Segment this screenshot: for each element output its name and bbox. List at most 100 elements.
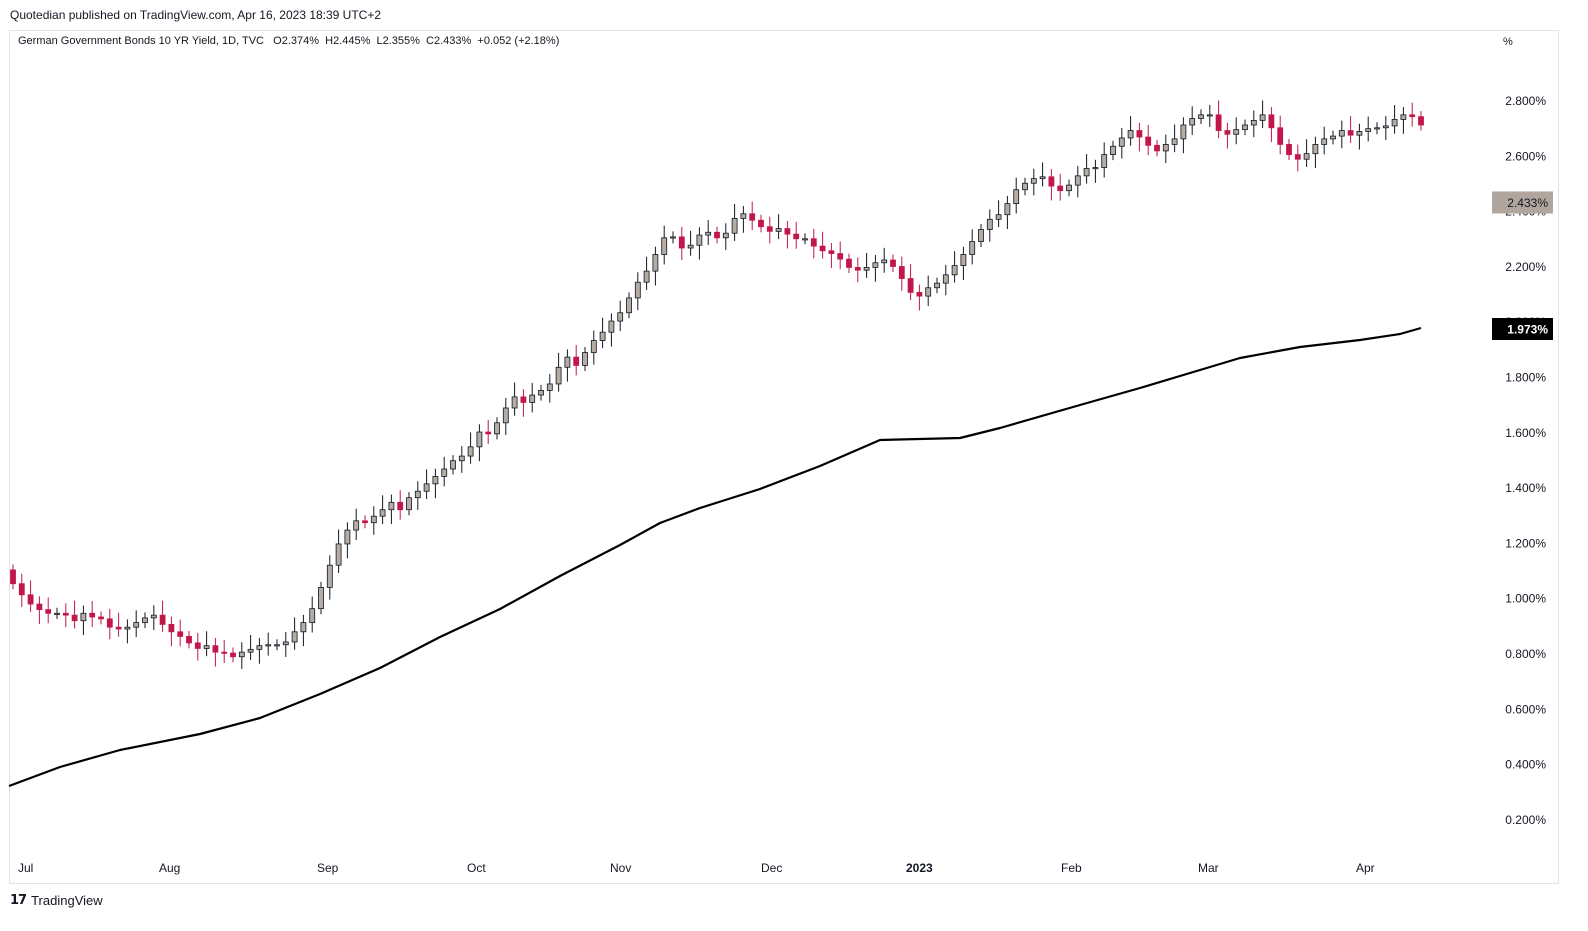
x-tick-label: Sep (317, 861, 339, 875)
candle-body (291, 631, 298, 643)
candle-body (1039, 176, 1046, 180)
candle-body (898, 266, 905, 279)
candle-body (828, 250, 835, 254)
y-tick-label: 2.600% (1505, 149, 1546, 163)
tradingview-logo-icon: 17 (10, 893, 27, 908)
candle-body (740, 213, 747, 219)
candle-body (564, 356, 571, 368)
candle-body (194, 642, 201, 649)
candle-body (1374, 127, 1380, 130)
candle-body (837, 253, 844, 260)
candle-body (238, 651, 245, 658)
candle-body (230, 652, 236, 658)
candle-body (282, 641, 289, 646)
candle-body (749, 213, 756, 221)
candle-body (1136, 130, 1143, 138)
candle-body (159, 614, 166, 625)
y-tick-label: 2.200% (1505, 260, 1546, 274)
candle-body (309, 608, 316, 623)
candle-body (1409, 114, 1416, 118)
candle-body (27, 594, 34, 605)
candle-body (414, 490, 421, 499)
candle-body (907, 278, 914, 293)
candle-body (432, 476, 439, 485)
candle-body (1242, 124, 1248, 131)
y-tick-label: 0.400% (1505, 758, 1546, 772)
candle-body (203, 645, 210, 649)
candle-body (810, 238, 817, 247)
candle-body (1418, 116, 1424, 126)
symbol-legend: German Government Bonds 10 YR Yield, 1D,… (18, 35, 559, 47)
candle-body (62, 612, 69, 616)
candle-body (256, 645, 263, 650)
candle-body (599, 331, 606, 341)
candle-body (1101, 154, 1108, 168)
candle-body (1382, 125, 1389, 129)
candle-body (1127, 130, 1134, 139)
ma-value-badge (1492, 318, 1553, 340)
candle-body (890, 259, 896, 267)
candle-body (1013, 189, 1020, 205)
candle-body (1365, 128, 1372, 132)
candle-body (1206, 114, 1213, 117)
candle-body (1030, 178, 1037, 184)
candle-body (406, 497, 412, 511)
last-price-badge (1492, 191, 1553, 214)
candle-body (978, 229, 984, 242)
candle-body (758, 219, 764, 228)
candle-body (1347, 130, 1354, 136)
ma-value-label: 1.973% (1507, 323, 1548, 337)
candle-body (1294, 154, 1301, 160)
candle-body (379, 509, 386, 517)
candle-body (1303, 153, 1310, 160)
candle-body (793, 233, 800, 240)
candle-body (1022, 182, 1028, 191)
candle-body (608, 320, 615, 333)
candle-body (872, 262, 879, 268)
candle-body (124, 626, 131, 630)
y-tick-label: 0.600% (1505, 702, 1546, 716)
y-tick-label: 1.800% (1505, 371, 1546, 385)
brand-name: TradingView (31, 893, 103, 908)
candle-body (731, 218, 738, 234)
y-tick-label: 2.800% (1505, 94, 1546, 108)
candle-body (722, 232, 729, 239)
candle-body (502, 407, 509, 424)
candle-body (89, 612, 96, 618)
candle-body (1048, 176, 1055, 187)
candle-body (775, 228, 782, 232)
candle-body (652, 254, 659, 272)
y-axis-unit: % (1503, 36, 1513, 48)
candle-body (942, 274, 949, 284)
candle-body (529, 394, 536, 403)
candle-body (546, 383, 553, 391)
candle-body (1083, 168, 1090, 177)
candle-body (441, 468, 448, 477)
candle-body (643, 270, 650, 283)
publish-info: Quotedian published on TradingView.com, … (10, 8, 382, 22)
candle-body (1189, 118, 1196, 126)
candle-body (960, 254, 967, 266)
candle-body (36, 603, 43, 610)
last-price-label: 2.433% (1507, 196, 1548, 210)
candle-body (150, 614, 157, 619)
y-tick-label: 0.800% (1505, 647, 1546, 661)
x-tick-label: Nov (610, 861, 631, 875)
candle-body (854, 267, 861, 271)
candle-body (986, 218, 993, 230)
candle-body (802, 238, 808, 241)
candle-body (819, 245, 826, 252)
candle-body (265, 644, 272, 647)
candle-body (1321, 138, 1328, 145)
candle-body (221, 651, 228, 654)
candle-body (590, 340, 597, 353)
candle-body (1092, 167, 1099, 170)
candle-body (18, 583, 25, 596)
candle-body (916, 291, 923, 297)
candle-body (520, 396, 527, 403)
candle-body (951, 265, 958, 276)
candle-body (326, 564, 333, 588)
candle-body (766, 226, 773, 232)
footer-brand: 17 TradingView (10, 893, 103, 908)
